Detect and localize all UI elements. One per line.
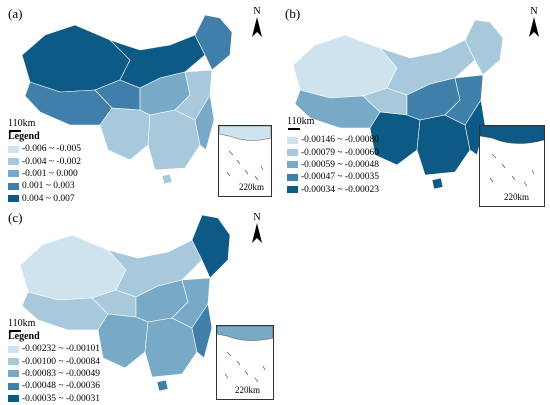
region-west <box>21 24 131 93</box>
legend-swatch <box>8 195 19 203</box>
legend-swatch <box>287 161 298 169</box>
china-map-b <box>292 19 504 190</box>
legend-item: -0.001 ~ 0.000 <box>8 168 81 180</box>
legend-c: Legend -0.00232 ~ -0.00101 -0.00100 ~ -0.… <box>8 331 100 405</box>
legend-label: -0.004 ~ -0.002 <box>22 156 81 167</box>
scale-main-b: 110km <box>287 116 315 127</box>
panel-label-b: (b) <box>285 6 301 21</box>
north-arrow-c: N <box>250 212 264 248</box>
south-china-sea-inset <box>218 125 272 181</box>
region-northeast <box>191 214 231 279</box>
panel-label-c: (c) <box>8 210 23 225</box>
legend-item: -0.00047 ~ -0.00035 <box>287 171 379 183</box>
inset-map-c: 220km <box>216 325 274 400</box>
legend-swatch <box>8 382 19 390</box>
legend-a: Legend -0.006 ~ -0.005 -0.004 ~ -0.002 -0.… <box>8 131 81 205</box>
scale-inset-c: 220km <box>235 385 261 395</box>
scale-main-c: 110km <box>8 318 36 329</box>
legend-label: -0.006 ~ -0.005 <box>22 144 81 155</box>
scale-bar-a <box>9 130 21 132</box>
legend-label: -0.001 ~ 0.000 <box>22 168 78 179</box>
legend-swatch <box>8 170 19 178</box>
legend-item: -0.00059 ~ -0.00048 <box>287 159 379 171</box>
china-map-a <box>21 14 233 185</box>
legend-swatch <box>8 395 19 403</box>
scale-inset-a: 220km <box>239 182 265 192</box>
north-arrow-icon <box>529 17 539 37</box>
legend-label: -0.00034 ~ -0.00023 <box>301 184 379 195</box>
region-northeast <box>194 14 233 71</box>
legend-label: -0.00048 ~ -0.00036 <box>22 381 100 392</box>
legend-label: -0.00083 ~ -0.00049 <box>22 368 100 379</box>
legend-item: -0.006 ~ -0.005 <box>8 143 81 155</box>
scale-bar-b <box>288 128 300 130</box>
region-northeast <box>464 19 504 76</box>
map-panel-b: (b) N 110km -0.00146 ~ -0.00080 -0.00079 … <box>275 0 550 207</box>
region-island <box>161 173 173 185</box>
legend-swatch <box>8 158 19 166</box>
legend-swatch <box>287 186 298 194</box>
legend-item: -0.00083 ~ -0.00049 <box>8 368 100 380</box>
legend-item: -0.004 ~ -0.002 <box>8 155 81 167</box>
scale-main-a: 110km <box>8 118 36 129</box>
region-island <box>431 177 444 190</box>
region-coast <box>194 94 215 151</box>
scale-bar-c <box>9 330 21 332</box>
legend-item: -0.00232 ~ -0.00101 <box>8 343 100 355</box>
legend-item: -0.00146 ~ -0.00080 <box>287 134 379 146</box>
legend-swatch <box>287 173 298 181</box>
legend-swatch <box>8 182 19 190</box>
legend-item: -0.00100 ~ -0.00084 <box>8 355 100 367</box>
legend-b: -0.00146 ~ -0.00080 -0.00079 ~ -0.00060 -0… <box>287 134 379 196</box>
inset-map-b: 220km <box>479 125 545 207</box>
north-arrow-icon <box>252 17 262 37</box>
region-southwest <box>97 313 149 369</box>
map-panel-c: (c) N 110km Legend -0.00232 ~ -0.00101 -0… <box>0 200 275 405</box>
south-china-sea-inset <box>479 125 545 187</box>
legend-swatch <box>8 145 19 153</box>
legend-item: -0.00035 ~ -0.00031 <box>8 393 100 405</box>
china-map-c <box>19 214 231 392</box>
region-island <box>156 379 169 392</box>
legend-label: 0.004 ~ 0.007 <box>22 193 75 204</box>
legend-label: -0.00035 ~ -0.00031 <box>22 393 100 404</box>
legend-swatch <box>8 370 19 378</box>
north-arrow-a: N <box>250 6 264 42</box>
legend-swatch <box>287 136 298 144</box>
legend-label: -0.00079 ~ -0.00060 <box>301 147 379 158</box>
legend-label: 0.001 ~ 0.003 <box>22 181 75 192</box>
region-southwest <box>99 107 151 161</box>
legend-label: -0.00059 ~ -0.00048 <box>301 159 379 170</box>
inset-map-a: 220km <box>218 125 272 197</box>
panel-label-a: (a) <box>8 6 23 21</box>
legend-item: 0.004 ~ 0.007 <box>8 193 81 205</box>
region-south <box>147 109 201 171</box>
legend-swatch <box>287 149 298 157</box>
map-panel-a: (a) N 110km Legend -0.006 ~ -0.005 -0.004… <box>0 0 275 204</box>
north-arrow-b: N <box>527 6 541 42</box>
legend-title: Legend <box>8 131 40 142</box>
legend-label: -0.00146 ~ -0.00080 <box>301 135 379 146</box>
legend-item: -0.00079 ~ -0.00060 <box>287 146 379 158</box>
legend-item: -0.00048 ~ -0.00036 <box>8 380 100 392</box>
region-coast <box>191 303 213 359</box>
scale-inset-b: 220km <box>504 192 530 202</box>
legend-swatch <box>8 345 19 353</box>
south-china-sea-inset <box>216 325 274 383</box>
legend-item: 0.001 ~ 0.003 <box>8 180 81 192</box>
legend-label: -0.00100 ~ -0.00084 <box>22 356 100 367</box>
legend-label: -0.00232 ~ -0.00101 <box>22 344 100 355</box>
legend-label: -0.00047 ~ -0.00035 <box>301 172 379 183</box>
region-west <box>19 234 127 301</box>
region-west <box>292 34 398 99</box>
legend-item: -0.00034 ~ -0.00023 <box>287 184 379 196</box>
region-south <box>416 114 471 176</box>
legend-title: Legend <box>8 331 40 342</box>
legend-swatch <box>8 358 19 366</box>
north-arrow-icon <box>252 223 262 243</box>
